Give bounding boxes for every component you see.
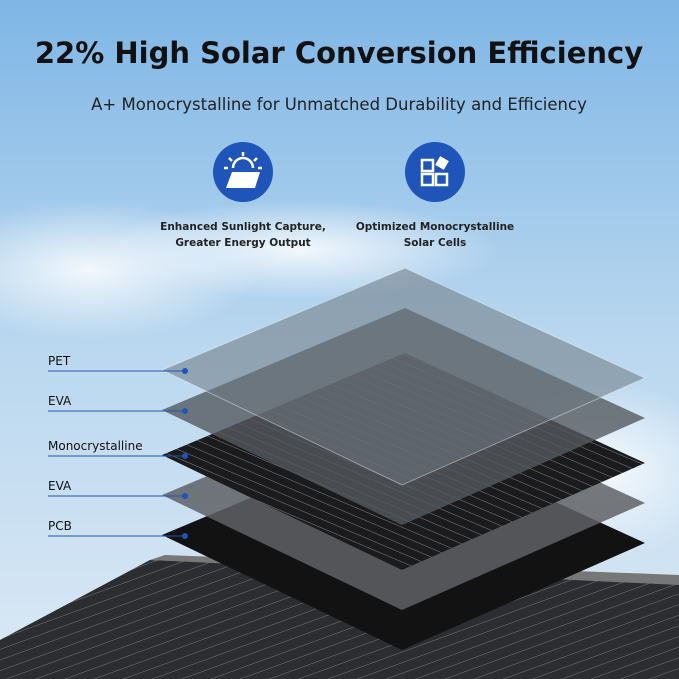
layer-label: Monocrystalline — [48, 439, 143, 453]
subtitle: A+ Monocrystalline for Unmatched Durabil… — [91, 95, 587, 114]
leader-dot — [182, 408, 188, 414]
layer-label: PCB — [48, 519, 72, 533]
layer-sheet — [160, 267, 647, 486]
leader-dot — [182, 368, 188, 374]
leader-dot — [182, 453, 188, 459]
cells-icon — [405, 142, 465, 202]
feature-label: Optimized Monocrystalline — [356, 221, 514, 233]
layer-label: EVA — [48, 394, 72, 408]
title: 22% High Solar Conversion Efficiency — [35, 36, 643, 70]
feature-label: Enhanced Sunlight Capture, — [160, 221, 326, 233]
leader-dot — [182, 533, 188, 539]
layer-label: EVA — [48, 479, 72, 493]
feature-label: Solar Cells — [404, 237, 467, 249]
layer-label: PET — [48, 354, 71, 368]
feature-label: Greater Energy Output — [175, 237, 310, 249]
sun-icon — [213, 142, 273, 202]
leader-dot — [182, 493, 188, 499]
